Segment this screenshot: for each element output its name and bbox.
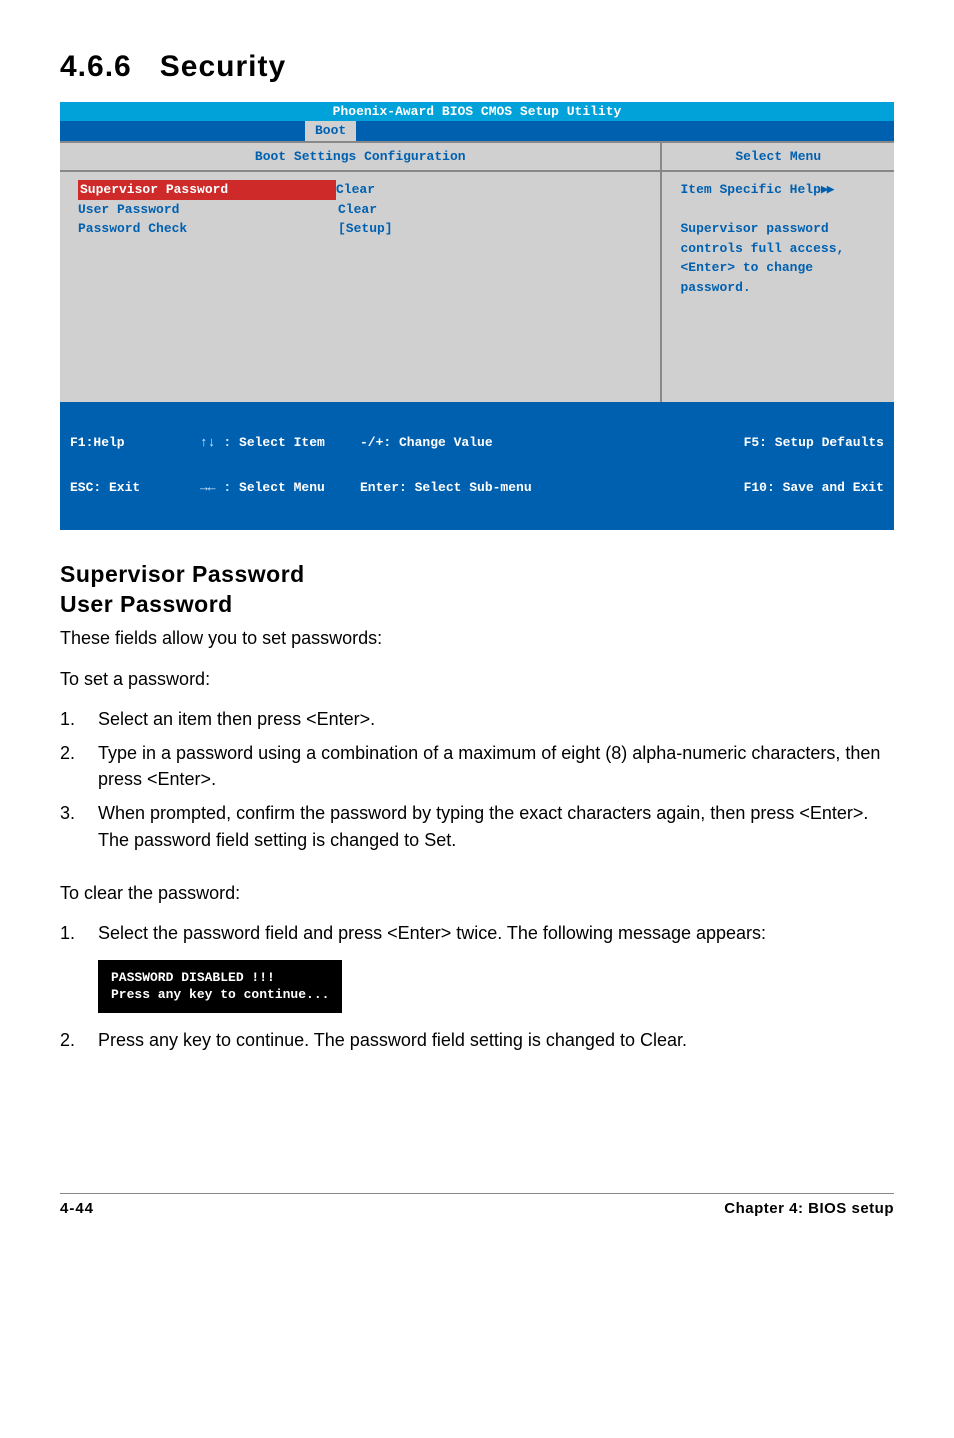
subheading-line2: User Password [60,590,894,620]
password-disabled-dialog: PASSWORD DISABLED !!! Press any key to c… [98,960,894,1013]
dialog-line2: Press any key to continue... [111,986,329,1004]
chapter-label: Chapter 4: BIOS setup [724,1200,894,1217]
bios-row-label: User Password [78,200,338,220]
dialog-line1: PASSWORD DISABLED !!! [111,969,329,987]
bios-right-pane: Select Menu Item Specific Help▶▶ Supervi… [660,143,894,402]
bios-row-supervisor[interactable]: Supervisor Password Clear [78,180,642,200]
bios-row-label: Password Check [78,219,338,239]
list-item: 2.Press any key to continue. The passwor… [60,1027,894,1053]
footer-esc: ESC: Exit [70,480,200,495]
bios-body: Boot Settings Configuration Supervisor P… [60,141,894,402]
bios-help-line: password. [680,278,876,298]
footer-f1: F1:Help [70,435,200,450]
list-item: 1.Select the password field and press <E… [60,920,894,946]
step-number: 2. [60,740,98,792]
bios-help-heading-text: Item Specific Help [680,182,820,197]
list-item: 1.Select an item then press <Enter>. [60,706,894,732]
page-footer: 4-44 Chapter 4: BIOS setup [60,1193,894,1217]
bios-left-header: Boot Settings Configuration [60,143,660,172]
intro-text: These fields allow you to set passwords: [60,626,894,651]
section-title-text: Security [160,50,286,83]
to-clear-text: To clear the password: [60,881,894,906]
bios-row-pwcheck[interactable]: Password Check [Setup] [78,219,642,239]
step-number: 1. [60,706,98,732]
bios-tab-bar: Boot [60,121,894,141]
footer-select-menu: Select Menu [231,480,325,495]
bios-row-label: Supervisor Password [78,180,336,200]
step-number: 3. [60,800,98,852]
footer-leftright-icon: →← : [200,480,231,495]
bios-footer: F1:Help ESC: Exit ↑↓ : Select Item →← : … [60,402,894,530]
clear-password-steps: 1.Select the password field and press <E… [60,920,894,946]
bios-help-heading: Item Specific Help▶▶ [680,180,876,200]
footer-col-change: -/+: Change Value Enter: Select Sub-menu [360,405,590,525]
bios-row-value: [Setup] [338,219,393,239]
step-text: Select the password field and press <Ent… [98,920,766,946]
section-number: 4.6.6 [60,50,132,83]
bios-settings-list: Supervisor Password Clear User Password … [60,172,660,402]
dialog-content: PASSWORD DISABLED !!! Press any key to c… [98,960,342,1013]
section-heading: 4.6.6 Security [60,50,894,84]
footer-col-select: ↑↓ : Select Item →← : Select Menu [200,405,360,525]
footer-enter: Enter: Select Sub-menu [360,480,590,495]
footer-f5: F5: Setup Defaults [590,435,884,450]
step-text: When prompted, confirm the password by t… [98,800,894,852]
bios-row-user[interactable]: User Password Clear [78,200,642,220]
bios-screenshot: Phoenix-Award BIOS CMOS Setup Utility Bo… [60,102,894,530]
page-number: 4-44 [60,1200,94,1217]
step-text: Type in a password using a combination o… [98,740,894,792]
step-text: Press any key to continue. The password … [98,1027,687,1053]
bios-right-header: Select Menu [662,143,894,172]
set-password-steps: 1.Select an item then press <Enter>. 2.T… [60,706,894,852]
footer-select-item: Select Item [231,435,325,450]
bios-left-pane: Boot Settings Configuration Supervisor P… [60,143,660,402]
play-arrows-icon: ▶▶ [821,182,833,197]
clear-password-steps-cont: 2.Press any key to continue. The passwor… [60,1027,894,1053]
subsection-heading: Supervisor Password User Password [60,560,894,620]
footer-change: -/+: Change Value [360,435,590,450]
bios-row-value: Clear [338,200,377,220]
list-item: 2.Type in a password using a combination… [60,740,894,792]
footer-col-help: F1:Help ESC: Exit [70,405,200,525]
bios-title-bar: Phoenix-Award BIOS CMOS Setup Utility [60,102,894,121]
bios-row-value: Clear [336,180,375,200]
list-item: 3.When prompted, confirm the password by… [60,800,894,852]
to-set-text: To set a password: [60,667,894,692]
footer-f10: F10: Save and Exit [590,480,884,495]
bios-help-line: Supervisor password [680,219,876,239]
step-number: 1. [60,920,98,946]
bios-help-line: controls full access, [680,239,876,259]
step-text: Select an item then press <Enter>. [98,706,375,732]
subheading-line1: Supervisor Password [60,560,894,590]
bios-tab-boot[interactable]: Boot [305,121,356,141]
bios-help-line: <Enter> to change [680,258,876,278]
step-number: 2. [60,1027,98,1053]
footer-updown-icon: ↑↓ : [200,435,231,450]
footer-col-defaults: F5: Setup Defaults F10: Save and Exit [590,405,884,525]
bios-help-panel: Item Specific Help▶▶ Supervisor password… [662,172,894,402]
